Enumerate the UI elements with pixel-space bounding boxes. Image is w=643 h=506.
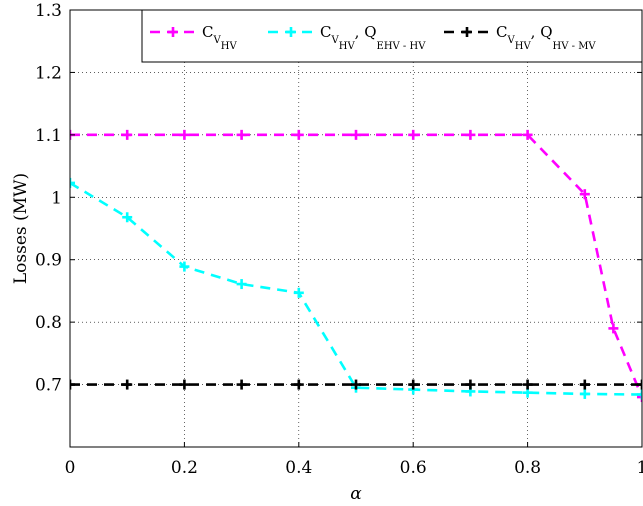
- data-point: [122, 129, 133, 140]
- data-point: [286, 27, 296, 37]
- legend-box: [141, 9, 643, 63]
- data-point: [637, 392, 642, 403]
- series-1: [70, 129, 642, 403]
- x-tick-label: 1: [637, 458, 643, 478]
- x-axis-label: α: [350, 484, 362, 504]
- y-tick-label: 0.7: [35, 376, 62, 396]
- data-point: [351, 379, 361, 390]
- data-point: [122, 379, 133, 390]
- y-tick-label: 1.3: [35, 1, 62, 21]
- data-point: [462, 27, 472, 37]
- legend: CVHV CVHV, QEHV - HV CVHV, QHV - MV: [141, 9, 643, 63]
- y-axis-label: Losses (MW): [11, 173, 31, 284]
- x-tick-label: 0.4: [285, 458, 312, 478]
- legend-label: CVHV: [202, 23, 237, 52]
- series-line: [70, 133, 642, 398]
- legend-label: CVHV, QHV - MV: [496, 23, 596, 52]
- x-tick-label: 0.8: [514, 458, 541, 478]
- data-point: [465, 129, 476, 140]
- legend-item: CVHV, QHV - MV: [444, 23, 596, 52]
- data-point: [122, 212, 133, 223]
- data-point: [408, 129, 419, 140]
- legend-item: CVHV: [150, 23, 237, 52]
- data-point: [637, 389, 642, 400]
- grid-lines: [70, 10, 642, 447]
- data-point: [408, 379, 419, 390]
- y-tick-label: 0.9: [35, 251, 62, 271]
- y-tick-label: 1: [51, 188, 62, 208]
- data-point: [236, 129, 247, 140]
- data-point: [522, 379, 533, 390]
- y-tick-label: 1.2: [35, 63, 62, 83]
- y-tick-label: 1.1: [35, 126, 62, 146]
- data-point: [179, 379, 190, 390]
- data-point: [608, 323, 619, 334]
- data-point: [236, 279, 247, 290]
- x-tick-label: 0.6: [400, 458, 427, 478]
- y-tick-label: 0.8: [35, 313, 62, 333]
- series-layer: [70, 129, 642, 403]
- tick-labels: 0 0.2 0.4 0.6 0.8 1 0.7 0.8 0.9 1 1.1 1.2 1.3: [35, 1, 643, 478]
- data-point: [293, 379, 304, 390]
- series-line: [70, 181, 642, 396]
- data-point: [70, 177, 75, 188]
- series-2: [70, 177, 642, 400]
- legend-item: CVHV, QEHV - HV: [268, 23, 426, 52]
- data-point: [522, 129, 533, 140]
- legend-label: CVHV, QEHV - HV: [320, 23, 426, 52]
- data-point: [236, 379, 247, 390]
- data-point: [179, 129, 190, 140]
- data-point: [351, 129, 361, 140]
- data-point: [179, 261, 190, 272]
- data-point: [579, 388, 590, 399]
- data-point: [293, 287, 304, 298]
- data-point: [293, 129, 304, 140]
- data-point: [579, 379, 590, 390]
- data-point: [579, 189, 590, 200]
- data-point: [168, 27, 178, 37]
- x-tick-label: 0.2: [171, 458, 198, 478]
- x-tick-label: 0: [65, 458, 76, 478]
- data-point: [465, 379, 476, 390]
